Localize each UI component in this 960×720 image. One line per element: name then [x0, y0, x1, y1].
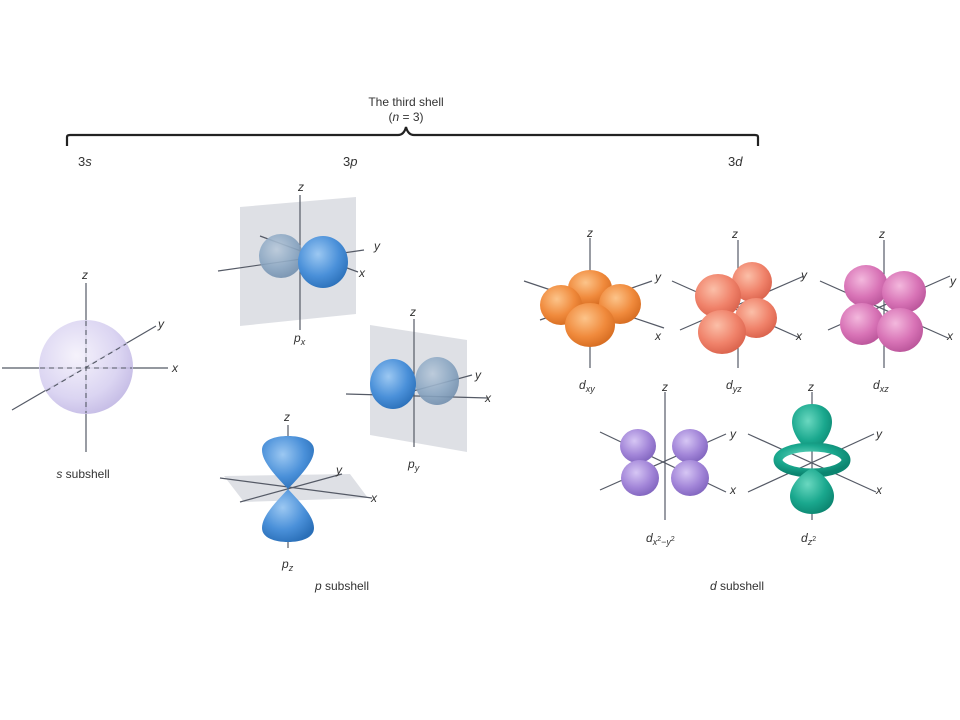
dxy-orbital: z y x [523, 226, 665, 368]
dyz-orbital: z y x [671, 227, 808, 368]
dx2y2-label: dx2−y2 [646, 531, 675, 547]
py-axis-y: y [474, 368, 482, 382]
dx2y2-axis-x: x [729, 483, 737, 497]
dyz-axis-z: z [731, 227, 738, 241]
pz-axis-x: x [370, 491, 378, 505]
pz-label: pz [281, 557, 294, 573]
shell-brace [65, 126, 760, 146]
px-axis-x: x [358, 266, 366, 280]
header-3d: 3d [728, 154, 743, 169]
dz2-axis-x: x [875, 483, 883, 497]
p-subshell-caption: p subshell [314, 579, 369, 593]
px-orbital: z y x [217, 180, 381, 330]
dxz-orbital: z y x [819, 227, 957, 368]
px-label: px [293, 331, 306, 347]
dz2-axis-y: y [875, 427, 883, 441]
dz2-axis-z: z [807, 380, 814, 394]
px-lobe-back [259, 234, 303, 278]
dx2y2-axis-z: z [661, 380, 668, 394]
pz-axis-y: y [335, 463, 343, 477]
shell-title: The third shell [368, 95, 443, 109]
py-axis-x: x [484, 391, 492, 405]
dyz-axis-x: x [795, 329, 803, 343]
dxy-axis-x: x [654, 329, 662, 343]
pz-lobe-bottom [262, 489, 314, 542]
px-axis-z: z [297, 180, 304, 194]
dz2-lobe-bottom [790, 468, 834, 514]
dxz-label: dxz [873, 378, 889, 394]
py-lobe-back [415, 357, 459, 405]
s-axis-y: y [157, 317, 165, 331]
px-axis-y: y [373, 239, 381, 253]
py-label: py [407, 457, 420, 473]
dyz-label: dyz [726, 378, 742, 394]
dxy-axis-z: z [586, 226, 593, 240]
dz2-orbital: z y x [747, 380, 883, 520]
header-3s: 3s [78, 154, 92, 169]
s-axis-x: x [171, 361, 179, 375]
py-axis-z: z [409, 305, 416, 319]
shell-n-label: (n = 3) [388, 110, 423, 124]
py-lobe-front [370, 359, 416, 409]
dxz-axis-y: y [949, 274, 957, 288]
dz2-lobe-top [792, 404, 832, 452]
dxy-axis-y: y [654, 270, 662, 284]
dz2-label: dz2 [801, 531, 816, 547]
px-lobe-front [298, 236, 348, 288]
dx2y2-axis-y: y [729, 427, 737, 441]
s-orbital: z y x [2, 268, 179, 452]
dxy-label: dxy [579, 378, 595, 394]
s-subshell-caption: s subshell [56, 467, 109, 481]
d-subshell-caption: d subshell [710, 579, 764, 593]
s-axis-z: z [81, 268, 88, 282]
pz-lobe-top [262, 436, 314, 489]
py-orbital: z y x [345, 305, 492, 452]
pz-axis-z: z [283, 410, 290, 424]
dx2y2-orbital: z y x [599, 380, 737, 520]
pz-orbital: z y x [219, 410, 378, 548]
dyz-axis-y: y [800, 268, 808, 282]
header-3p: 3p [343, 154, 357, 169]
dxz-axis-x: x [946, 329, 954, 343]
dxz-axis-z: z [878, 227, 885, 241]
